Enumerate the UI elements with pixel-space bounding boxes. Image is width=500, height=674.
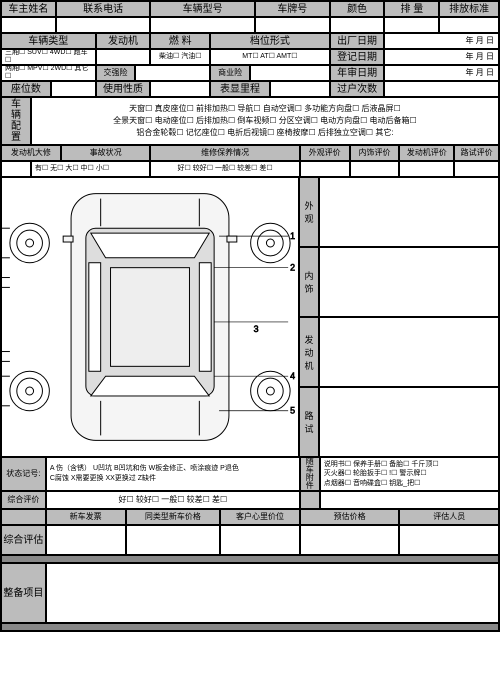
inspection-form: 车主姓名 联系电话 车辆型号 车牌号 颜色 排 量 排放标准 车辆类型 发动机 … — [0, 0, 500, 632]
eval-eng-val[interactable] — [319, 317, 499, 387]
val-engine[interactable] — [96, 49, 151, 65]
lbl-custprice: 客户心里价位 — [220, 509, 300, 525]
separator2 — [1, 623, 499, 631]
val-ext[interactable] — [300, 161, 350, 177]
lbl-mfg: 出厂日期 — [330, 33, 385, 49]
lbl-attach: 随 车 附 件 — [300, 457, 320, 491]
val-disp[interactable] — [384, 17, 439, 33]
lbl-ins1: 交强险 — [96, 65, 136, 81]
val-sameprice[interactable] — [126, 525, 221, 555]
lbl-gear: 档位形式 — [210, 33, 330, 49]
lbl-seats: 座位数 — [1, 81, 51, 97]
val-custprice[interactable] — [220, 525, 300, 555]
lbl-config: 车 辆 配 置 — [1, 97, 31, 145]
eval-road-lbl: 路 试 — [299, 387, 319, 457]
val-reg-ymd[interactable]: 年 月 日 — [384, 49, 499, 65]
lbl-ext: 外观评价 — [300, 145, 350, 161]
val-majorfix[interactable] — [1, 161, 31, 177]
lbl-road: 路试评价 — [454, 145, 499, 161]
lbl-maint: 维修保养情况 — [150, 145, 299, 161]
opt-gears[interactable]: MT☐ AT☐ AMT☐ — [210, 49, 330, 65]
val-insp-ymd[interactable]: 年 月 日 — [384, 65, 499, 81]
lbl-int: 内饰评价 — [350, 145, 400, 161]
val-phone[interactable] — [56, 17, 151, 33]
opt-vtypes2[interactable]: 两厢☐ MPV☐ 2WD☐ 其它☐ — [1, 65, 96, 81]
lbl-reg: 登记日期 — [330, 49, 385, 65]
eval-road-val[interactable] — [319, 387, 499, 457]
lbl-insp: 年审日期 — [330, 65, 385, 81]
val-color[interactable] — [330, 17, 385, 33]
val-mfg-ymd[interactable]: 年 月 日 — [384, 33, 499, 49]
lbl-disp: 排 量 — [384, 1, 439, 17]
lbl-owner: 车主姓名 — [1, 1, 56, 17]
opt-maint[interactable]: 好☐ 较好☐ 一般☐ 较差☐ 差☐ — [150, 161, 299, 177]
eval-ext-lbl: 外 观 — [299, 177, 319, 247]
opt-overall[interactable]: 好☐ 较好☐ 一般☐ 较差☐ 差☐ — [46, 491, 300, 509]
opt-accident[interactable]: 有☐ 无☐ 大☐ 中☐ 小☐ — [31, 161, 151, 177]
svg-text:5: 5 — [290, 406, 295, 416]
val-emission[interactable] — [439, 17, 499, 33]
val-invoice[interactable] — [46, 525, 126, 555]
eval-int-lbl: 内 饰 — [299, 247, 319, 317]
val-usage[interactable] — [150, 81, 210, 97]
blank-a — [1, 509, 46, 525]
opt-fuels[interactable]: 柴油☐ 汽油☐ — [150, 49, 210, 65]
car-diagram: 1 2 3 4 5 — [1, 177, 299, 457]
val-xfer[interactable] — [384, 81, 499, 97]
val-seats[interactable] — [51, 81, 96, 97]
lbl-accident: 事故状况 — [61, 145, 151, 161]
lbl-status: 状态记号: — [1, 457, 46, 491]
lbl-usage: 使用性质 — [96, 81, 151, 97]
lbl-color: 颜色 — [330, 1, 385, 17]
svg-text:3: 3 — [254, 324, 259, 334]
lbl-ins2: 商业险 — [210, 65, 250, 81]
val-mileage[interactable] — [270, 81, 330, 97]
svg-text:4: 4 — [290, 371, 295, 381]
opt-attach[interactable]: 说明书☐ 保养手册☐ 备胎☐ 千斤顶☐ 灭火器☐ 轮胎扳手☐ !☐ 警示牌☐ 点… — [320, 457, 499, 491]
val-int[interactable] — [350, 161, 400, 177]
lbl-invoice: 新车发票 — [46, 509, 126, 525]
lbl-model: 车辆型号 — [150, 1, 255, 17]
val-model[interactable] — [150, 17, 255, 33]
eval-ext-val[interactable] — [319, 177, 499, 247]
lbl-attach2 — [300, 491, 320, 509]
eval-int-val[interactable] — [319, 247, 499, 317]
opt-config[interactable]: 天窗☐ 真皮座位☐ 前排加热☐ 导航☐ 自动空调☐ 多功能方向盘☐ 后液晶屏☐ … — [31, 97, 499, 145]
lbl-vtype: 车辆类型 — [1, 33, 96, 49]
val-eng[interactable] — [399, 161, 454, 177]
val-assessor[interactable] — [399, 525, 499, 555]
lbl-fuel: 燃 料 — [150, 33, 210, 49]
lbl-majorfix: 发动机大修 — [1, 145, 61, 161]
eval-eng-lbl: 发 动 机 — [299, 317, 319, 387]
svg-text:1: 1 — [290, 231, 295, 241]
val-ins2[interactable] — [250, 65, 330, 81]
val-estprice[interactable] — [300, 525, 400, 555]
lbl-mileage: 表显里程 — [210, 81, 270, 97]
lbl-engine: 发动机 — [96, 33, 151, 49]
lbl-assessor: 评估人员 — [399, 509, 499, 525]
lbl-estprice: 预估价格 — [300, 509, 400, 525]
lbl-eng: 发动机评价 — [399, 145, 454, 161]
lbl-phone: 联系电话 — [56, 1, 151, 17]
val-plate[interactable] — [255, 17, 330, 33]
lbl-emission: 排放标准 — [439, 1, 499, 17]
val-ins1[interactable] — [135, 65, 210, 81]
separator — [1, 555, 499, 563]
opt-vtypes1[interactable]: 三厢☐ SUV☐ 4WD☐ 跑车☐ — [1, 49, 96, 65]
val-owner[interactable] — [1, 17, 56, 33]
lbl-prep: 整备项目 — [1, 563, 46, 623]
svg-text:2: 2 — [290, 263, 295, 273]
lbl-xfer: 过户次数 — [330, 81, 385, 97]
val-road[interactable] — [454, 161, 499, 177]
lbl-plate: 车牌号 — [255, 1, 330, 17]
opt-attach2[interactable] — [320, 491, 499, 509]
lbl-sameprice: 同类型新车价格 — [126, 509, 221, 525]
lbl-overall: 综合评价 — [1, 491, 46, 509]
lbl-comp-assess: 综合评估 — [1, 525, 46, 555]
val-prep[interactable] — [46, 563, 499, 623]
val-status: A 伤（含锈） U凹坑 B凹坑和伤 W板金修正、喷涂痕迹 P退色 C腐蚀 X需要… — [46, 457, 300, 491]
